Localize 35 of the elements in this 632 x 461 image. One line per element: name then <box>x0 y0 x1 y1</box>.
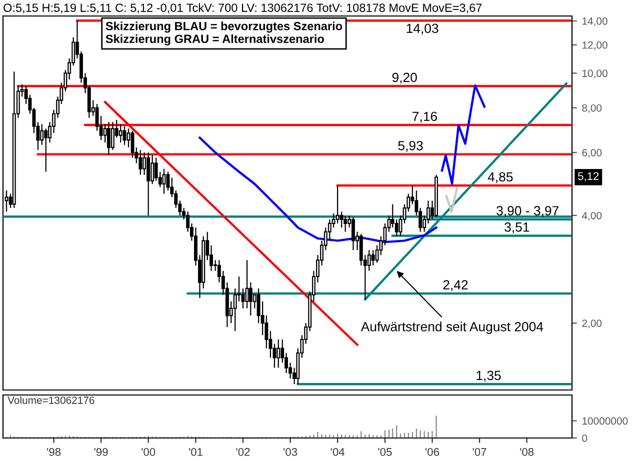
y-tick-label: 10,00 <box>582 70 608 78</box>
y-tick-label: 14,00 <box>582 17 608 26</box>
series-label: 4,85 <box>488 172 513 184</box>
x-tick-label: '00 <box>142 448 156 456</box>
annotation: Aufwärtstrend seit August 2004 <box>360 322 544 334</box>
chart-title: Volume=13062176 <box>8 396 94 404</box>
text: 5,12 <box>578 172 599 182</box>
series-label: 5,93 <box>398 140 423 152</box>
y-tick-label: 6,00 <box>582 148 602 158</box>
annotation: Skizzierung GRAU = Alternativszenario <box>106 34 324 46</box>
series-label: 1,35 <box>476 370 501 382</box>
x-tick-label: '98 <box>47 448 61 456</box>
y-tick-label: 10000000 <box>582 417 628 425</box>
series-label: 3,51 <box>504 222 530 234</box>
series-label: 14,03 <box>406 24 438 35</box>
x-tick-label: '08 <box>520 448 534 456</box>
y-tick-label: 8,00 <box>582 104 602 113</box>
x-tick-label: '06 <box>426 448 439 456</box>
series-label: 9,20 <box>392 72 417 84</box>
y-tick-label: 0 <box>582 434 588 442</box>
chart-title: O:5,15 H:5,19 L:5,11 C: 5,12 -0,01 TckV: 700 LV: 13062176 TotV: 108178 MovE MovE=3,67 <box>4 3 482 14</box>
x-tick-label: '05 <box>378 448 392 456</box>
x-tick-label: '07 <box>472 448 486 456</box>
series-label: 2,42 <box>443 280 468 292</box>
y-tick-label: 4,00 <box>582 212 602 221</box>
series-label: 3,90 - 3,97 <box>496 206 558 217</box>
y-tick-label: 12,00 <box>582 41 608 50</box>
x-tick-label: '01 <box>189 448 202 456</box>
x-tick-label: '03 <box>284 448 298 456</box>
x-tick-label: '99 <box>94 448 108 456</box>
x-tick-label: '04 <box>330 448 344 456</box>
x-tick-label: '02 <box>236 448 250 456</box>
annotation: Skizzierung BLAU = bevorzugtes Szenario <box>106 22 342 33</box>
y-tick-label: 2,00 <box>582 320 602 328</box>
series-label: 7,16 <box>412 112 437 123</box>
